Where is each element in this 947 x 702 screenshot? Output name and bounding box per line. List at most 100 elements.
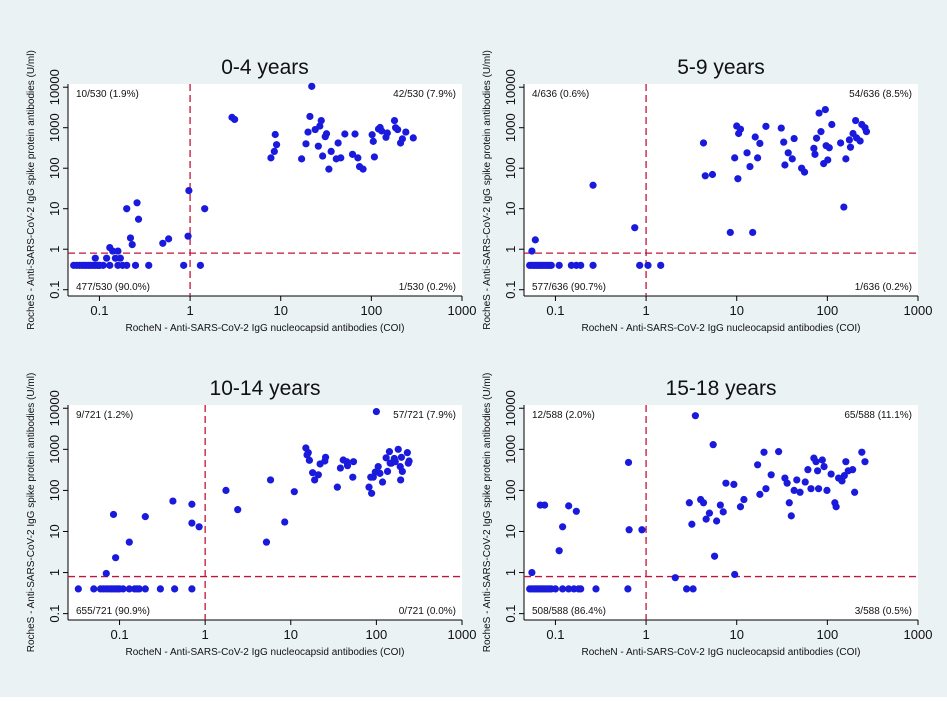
y-tick-label: 100 xyxy=(47,157,62,179)
data-point xyxy=(123,261,131,269)
data-point xyxy=(555,261,563,269)
data-point xyxy=(828,120,836,129)
data-point xyxy=(589,261,597,269)
data-point xyxy=(270,147,278,156)
data-point xyxy=(378,127,386,135)
y-tick-label: 1000 xyxy=(503,435,518,464)
data-point xyxy=(359,165,367,173)
data-point xyxy=(749,228,757,237)
quadrant-label-top-right: 65/588 (11.1%) xyxy=(844,410,912,421)
data-point xyxy=(701,172,709,180)
data-point xyxy=(793,476,801,484)
x-tick-label: 100 xyxy=(817,303,839,318)
data-point xyxy=(159,239,167,247)
data-point xyxy=(572,507,580,515)
data-point xyxy=(311,476,319,484)
x-tick-label: 1000 xyxy=(448,627,477,642)
data-point xyxy=(314,471,322,479)
data-point xyxy=(705,509,714,517)
data-point xyxy=(304,128,312,136)
data-point xyxy=(796,488,804,496)
data-point xyxy=(762,122,770,130)
quadrant-label-bottom-left: 577/636 (90.7%) xyxy=(532,282,606,293)
y-tick-label: 1 xyxy=(503,569,518,576)
data-point xyxy=(817,128,825,136)
data-point xyxy=(337,154,345,162)
data-point xyxy=(365,483,373,491)
data-point xyxy=(624,458,633,467)
quadrant-label-top-left: 12/588 (2.0%) xyxy=(532,410,595,421)
y-axis-label: RocheS - Anti-SARS-CoV-2 IgG spike prote… xyxy=(26,373,37,653)
x-tick-label: 100 xyxy=(366,627,388,642)
data-point xyxy=(109,247,117,255)
data-point xyxy=(394,445,402,453)
y-tick-label: 1 xyxy=(47,569,62,576)
data-point xyxy=(372,407,380,416)
data-point xyxy=(851,488,859,496)
data-point xyxy=(298,155,306,163)
data-point xyxy=(271,130,279,139)
data-point xyxy=(777,124,785,132)
data-point xyxy=(726,228,734,237)
data-point xyxy=(837,139,845,147)
y-tick-label: 10 xyxy=(47,524,62,538)
data-point xyxy=(551,585,560,593)
data-point xyxy=(374,462,382,471)
chart-title: 10-14 years xyxy=(210,377,321,400)
data-point xyxy=(736,503,745,511)
data-point xyxy=(378,478,387,486)
data-point xyxy=(309,469,317,477)
x-axis-label: RocheN - Anti-SARS-CoV-2 IgG nucleocapsi… xyxy=(125,647,404,658)
data-point xyxy=(731,570,739,579)
y-tick-label: 10000 xyxy=(47,69,62,105)
data-point xyxy=(756,490,764,498)
data-point xyxy=(222,486,230,495)
data-point xyxy=(818,456,826,464)
data-point xyxy=(807,485,815,493)
quadrant-label-bottom-right: 1/530 (0.2%) xyxy=(399,282,456,293)
data-point xyxy=(565,585,573,593)
x-tick-label: 0.1 xyxy=(546,303,564,318)
data-point xyxy=(722,479,730,487)
data-point xyxy=(370,153,378,161)
data-point xyxy=(106,261,114,269)
data-point xyxy=(702,515,710,523)
data-point xyxy=(171,585,179,593)
data-point xyxy=(390,116,399,125)
data-point xyxy=(195,523,203,531)
quadrant-label-top-right: 57/721 (7.9%) xyxy=(393,410,456,421)
data-point xyxy=(688,520,696,528)
data-point xyxy=(784,149,792,157)
data-point xyxy=(731,154,739,162)
data-point xyxy=(528,568,536,577)
y-tick-label: 1000 xyxy=(503,113,518,142)
y-tick-label: 10 xyxy=(47,201,62,215)
data-point xyxy=(657,261,665,269)
y-axis-label: RocheS - Anti-SARS-CoV-2 IgG spike prote… xyxy=(26,50,37,330)
data-point xyxy=(811,150,819,158)
data-point xyxy=(333,483,341,491)
x-tick-label: 0.1 xyxy=(90,303,108,318)
data-point xyxy=(820,462,828,471)
x-tick-label: 0.1 xyxy=(546,627,564,642)
y-tick-label: 1 xyxy=(503,246,518,253)
data-point xyxy=(398,135,406,143)
data-point xyxy=(341,130,349,138)
chart-panel-1: 0-4 years 0.1 1 10 100 1000 0.1 1 10 100 1000 10000… xyxy=(26,50,476,334)
data-point xyxy=(185,187,193,195)
y-axis-label: RocheS - Anti-SARS-CoV-2 IgG spike prote… xyxy=(482,373,493,653)
data-point xyxy=(840,471,848,480)
quadrant-label-bottom-left: 477/530 (90.0%) xyxy=(76,282,150,293)
data-point xyxy=(638,526,646,534)
data-point xyxy=(781,161,789,169)
data-point xyxy=(267,154,275,162)
data-point xyxy=(156,585,164,593)
data-point xyxy=(683,585,691,593)
data-point xyxy=(134,215,143,223)
data-point xyxy=(625,526,633,534)
quadrant-label-top-right: 42/530 (7.9%) xyxy=(393,89,456,100)
y-tick-label: 10 xyxy=(503,524,518,538)
data-point xyxy=(188,519,196,527)
